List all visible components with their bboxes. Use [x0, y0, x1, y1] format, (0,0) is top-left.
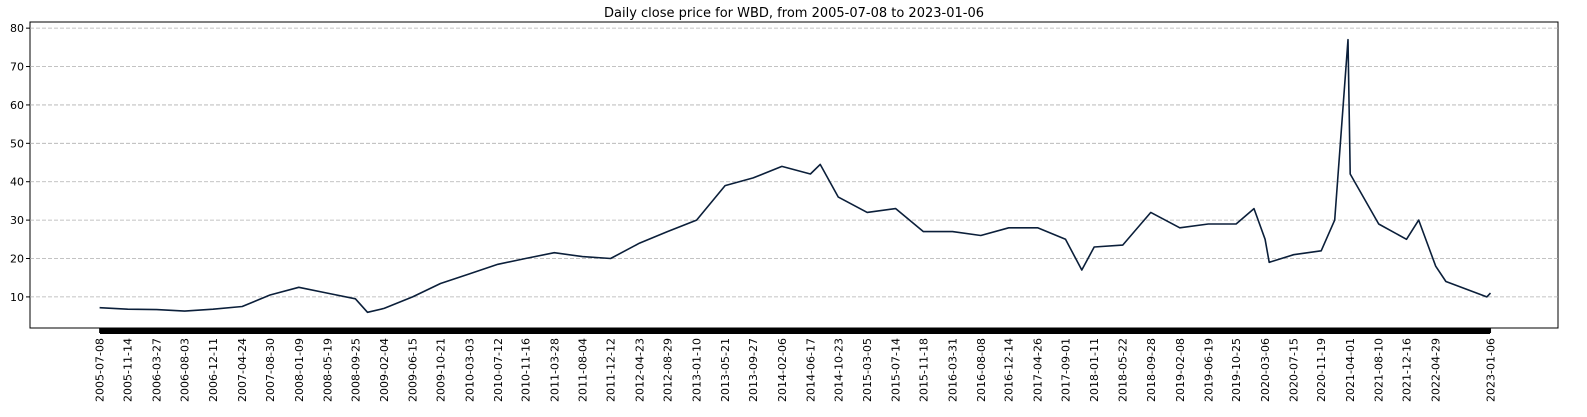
x-tick-label: 2015-07-14	[890, 338, 903, 402]
x-tick-label: 2013-09-27	[747, 338, 760, 402]
x-tick-label: 2009-02-04	[378, 338, 391, 402]
plot-frame	[29, 21, 1559, 329]
x-tick-label: 2011-03-28	[548, 338, 561, 402]
x-tick-label: 2008-09-25	[349, 338, 362, 402]
y-tick-label: 30	[10, 214, 24, 227]
x-tick-label: 2010-11-16	[520, 338, 533, 402]
x-tick-label: 2016-12-14	[1003, 338, 1016, 402]
x-tick-label: 2018-01-11	[1088, 338, 1101, 402]
x-tick-label: 2021-04-01	[1344, 338, 1357, 402]
y-tick-label: 70	[10, 61, 24, 74]
x-tick-label: 2013-05-21	[719, 338, 732, 402]
x-tick-label: 2020-03-06	[1259, 338, 1272, 402]
y-tick-label: 60	[10, 99, 24, 112]
x-tick-label: 2005-11-14	[122, 338, 135, 402]
y-tick-label: 50	[10, 137, 24, 150]
x-tick-label: 2014-02-06	[776, 338, 789, 402]
x-tick-label: 2018-05-22	[1117, 338, 1130, 402]
x-tick-label: 2017-04-26	[1032, 338, 1045, 402]
x-tick-label: 2020-07-15	[1288, 338, 1301, 402]
x-tick-label: 2019-06-19	[1202, 338, 1215, 402]
x-tick-label: 2009-10-21	[434, 338, 447, 402]
x-tick-label: 2007-08-30	[264, 338, 277, 402]
x-tick-label: 2016-08-08	[975, 338, 988, 402]
x-tick-label: 2006-08-03	[179, 338, 192, 402]
y-tick-label: 40	[10, 176, 24, 189]
x-tick-label: 2012-04-23	[634, 338, 647, 402]
x-tick-label: 2010-07-12	[492, 338, 505, 402]
x-tick-label: 2018-09-28	[1145, 338, 1158, 402]
y-tick-label: 10	[10, 291, 24, 304]
x-tick-label: 2021-12-16	[1401, 338, 1414, 402]
x-tick-label: 2012-08-29	[661, 338, 674, 402]
x-tick-label: 2014-06-17	[804, 338, 817, 402]
x-tick-label: 2016-03-31	[947, 338, 960, 402]
x-tick-label: 2015-03-05	[861, 338, 874, 402]
x-tick-label: 2008-01-09	[293, 338, 306, 402]
x-tick-label: 2010-03-03	[463, 338, 476, 402]
x-tick-label: 2008-05-19	[321, 338, 334, 402]
x-tick-label: 2019-10-25	[1230, 338, 1243, 402]
x-tick-label: 2006-03-27	[151, 338, 164, 402]
x-tick-label: 2020-11-19	[1315, 338, 1328, 402]
chart-title: Daily close price for WBD, from 2005-07-…	[604, 6, 984, 21]
x-tick-label: 2007-04-24	[236, 338, 249, 402]
price-line	[99, 38, 1492, 314]
x-tick-label: 2014-10-23	[832, 338, 845, 402]
y-tick-label: 20	[10, 253, 24, 266]
x-tick-label: 2021-08-10	[1373, 338, 1386, 402]
x-tick-label: 2006-12-11	[207, 338, 220, 402]
x-tick-label: 2022-04-29	[1430, 338, 1443, 402]
x-tick-label: 2011-12-12	[605, 338, 618, 402]
x-tick-label: 2005-07-08	[94, 338, 107, 402]
x-tick-label: 2023-01-06	[1485, 338, 1498, 402]
dense-tick-band	[100, 328, 1490, 334]
y-tick-label: 80	[10, 22, 24, 35]
x-tick-label: 2009-06-15	[407, 338, 420, 402]
x-tick-label: 2017-09-01	[1059, 338, 1072, 402]
x-tick-label: 2019-02-08	[1174, 338, 1187, 402]
x-tick-label: 2015-11-18	[917, 338, 930, 402]
x-tick-label: 2011-08-04	[576, 338, 589, 402]
x-tick-label: 2013-01-10	[691, 338, 704, 402]
